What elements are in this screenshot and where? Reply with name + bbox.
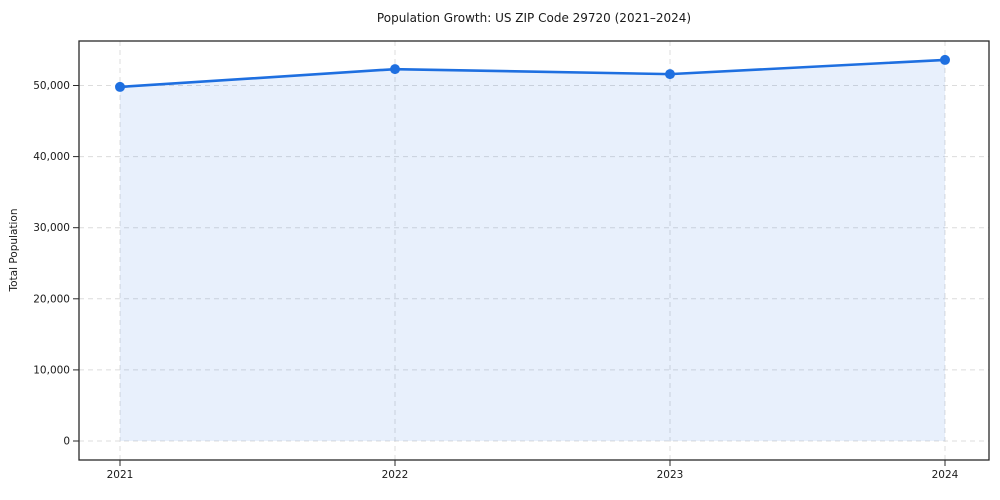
area-fill [120, 59, 945, 442]
y-tick-label: 10,000 [33, 364, 70, 376]
chart-title: Population Growth: US ZIP Code 29720 (20… [377, 11, 691, 25]
y-tick-label: 50,000 [33, 80, 70, 92]
y-tick-label: 30,000 [33, 222, 70, 234]
ticks-layer: 0 10,000 20,000 30,000 40,000 50,000 2021 2022 2… [33, 80, 958, 481]
x-tick-label: 2023 [657, 469, 684, 481]
y-tick-label: 20,000 [33, 293, 70, 305]
data-line [118, 58, 947, 89]
y-tick-label: 40,000 [33, 151, 70, 163]
data-point-marker-2024 [940, 54, 950, 65]
x-tick-label: 2021 [107, 469, 134, 481]
grid-layer [79, 41, 989, 460]
data-layer [115, 54, 950, 442]
y-tick-label: 0 [63, 436, 70, 448]
data-point-marker-2023 [665, 69, 675, 80]
frame-layer [78, 40, 990, 461]
x-tick-label: 2022 [382, 469, 409, 481]
data-point-marker-2022 [390, 64, 400, 75]
plot-frame [78, 40, 990, 461]
y-axis-label: Total Population [8, 208, 20, 292]
x-tick-label: 2024 [932, 469, 959, 481]
data-point-marker-2021 [115, 81, 125, 92]
